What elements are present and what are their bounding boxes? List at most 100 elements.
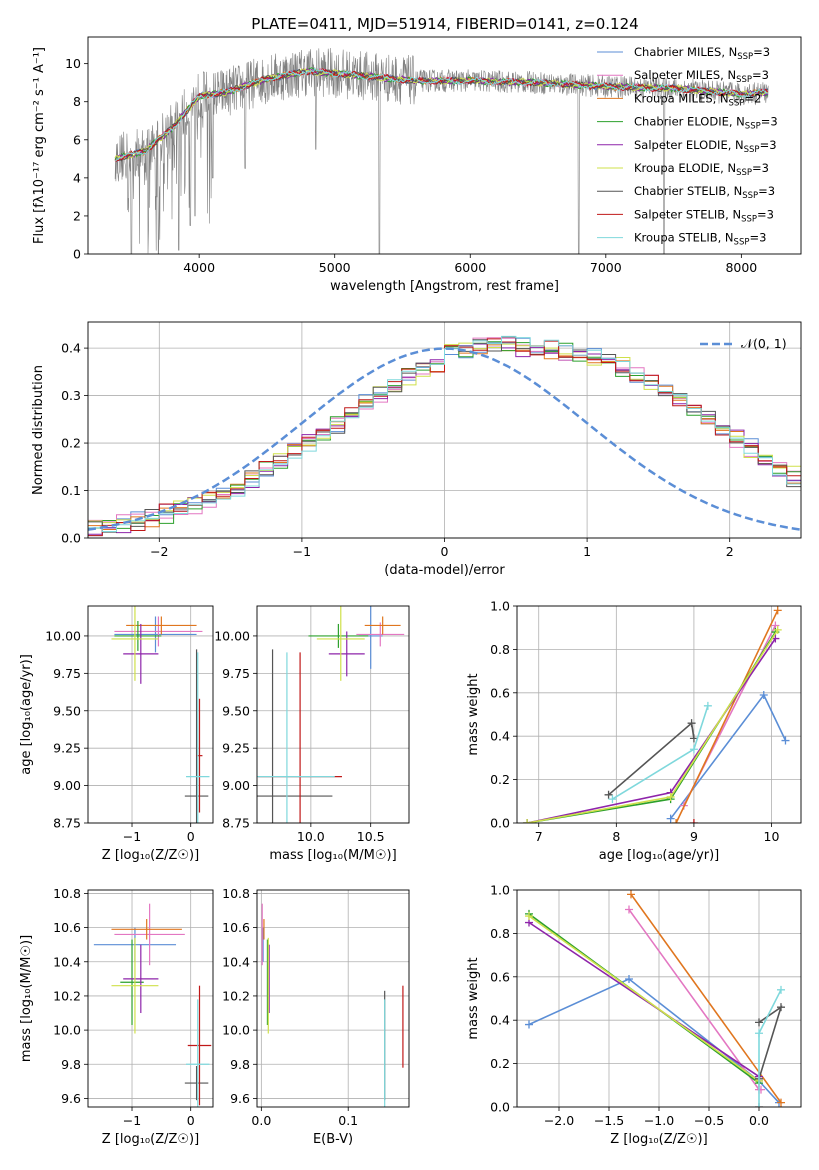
error-bar-point [257,652,335,823]
y-tick-label: 10.2 [53,988,81,1003]
mass_vs_ebv-panel: 0.0 0.1 9.6 9.8 10.0 10.2 10.4 10.6 10.8 E(B-V) [222,886,410,1147]
mass_vs_ebv-plot-area [261,903,404,1107]
y-tick-label: 0.2 [61,436,81,451]
plus-marker [777,1098,785,1107]
y-tick-label: 10.4 [222,954,250,969]
plus-marker [755,1103,763,1107]
y-tick-label: 10.0 [222,1023,250,1038]
spectrum-panel: 4000 5000 6000 7000 8000 0 2 4 6 8 10 wavelength [A… [32,36,802,294]
y-axis-label: mass weight [466,673,481,755]
y-tick-label: 0.0 [490,1100,510,1115]
gaussian-curve [88,347,801,531]
plus-marker [666,814,675,823]
y-tick-label: 0.4 [61,341,81,356]
error-bar-point [114,903,185,966]
plus-marker [689,745,698,754]
weight_vs_age-panel: 7 8 9 10 0.0 0.2 0.4 0.6 0.8 1.0 age [log₁₀(age/yr… [466,599,802,863]
error-bar-point [123,944,159,1014]
y-tick-label: 0 [73,247,81,262]
age_vs_Z-plot-area [111,606,210,823]
legend-entry: Salpeter STELIB, NSSP=3 [634,207,774,224]
x-tick-label: −1.5 [594,1113,624,1128]
y-tick-label: 1.0 [490,599,510,614]
plus-marker [755,1029,763,1038]
y-tick-label: 9.00 [53,778,81,793]
x-axis-label: mass [log₁₀(M/M☉)] [269,848,396,863]
y-tick-label: 10.4 [53,954,81,969]
x-tick-label: 0 [441,544,449,559]
mass-weight-series [608,721,695,796]
residuals-panel: −2 −1 0 1 2 0.0 0.1 0.2 0.3 0.4 (data-model)/error… [31,321,802,578]
legend-entry: Chabrier STELIB, NSSP=3 [634,184,775,201]
error-bar-point [120,939,144,1025]
y-tick-label: 0.1 [61,483,81,498]
error-bar-point [257,649,333,823]
age_vs_Z-panel: −1 0 8.75 9.00 9.25 9.50 9.75 10.00 Z [log₁₀(Z/Z… [19,605,214,863]
mass-weight-series [526,631,777,823]
x-tick-label: 0.0 [749,1113,769,1128]
y-tick-label: 9.75 [222,666,250,681]
figure-title: PLATE=0411, MJD=51914, FIBERID=0141, z=0… [251,15,638,33]
plus-marker [773,625,782,634]
y-tick-label: 10.2 [222,988,250,1003]
plus-marker [755,1018,763,1027]
mass-weight-series [528,978,780,1104]
y-tick-label: 9.8 [230,1057,250,1072]
y-tick-label: 10.8 [222,886,250,901]
y-tick-label: 0.6 [490,685,510,700]
y-tick-label: 8.75 [53,816,81,831]
weight_vs_Z-plot-area [525,890,785,1107]
spectrum-plot-area [114,47,769,254]
error-bar-point [111,919,182,940]
x-tick-label: 7000 [590,260,622,275]
y-axis-label: mass [log₁₀(M/M☉)] [19,935,34,1062]
residuals-plot-area [88,335,801,537]
y-tick-label: 1.0 [490,883,510,898]
x-tick-label: −1.0 [644,1113,674,1128]
y-tick-label: 6 [73,132,81,147]
error-bar-point [111,937,159,1034]
error-bar-point [184,649,209,823]
age_vs_Z-frame [87,605,214,824]
x-tick-label: 10.5 [357,829,385,844]
mass-weight-series [630,893,782,1104]
weight_vs_age-plot-area [523,606,790,823]
plus-marker [773,606,782,615]
error-bar-point [114,616,203,647]
spectrum-legend: Chabrier MILES, NSSP=3 Salpeter MILES, NS… [597,45,778,248]
x-tick-label: 10 [764,829,780,844]
legend-entry: Kroupa ELODIE, NSSP=3 [634,161,769,178]
legend-entry: Chabrier MILES, NSSP=3 [634,45,770,62]
y-tick-label: 2 [73,208,81,223]
error-bar-point [187,985,212,1106]
legend-entry: Chabrier ELODIE, NSSP=3 [634,115,778,132]
x-axis-label: age [log₁₀(age/yr)] [599,848,720,863]
y-tick-label: 0.6 [490,969,510,984]
y-tick-label: 0.0 [490,816,510,831]
y-tick-label: 0.4 [490,1013,510,1028]
y-tick-label: 9.8 [61,1057,81,1072]
y-tick-label: 9.25 [222,741,250,756]
weight_vs_Z-frame [516,889,802,1108]
y-tick-label: 9.6 [230,1091,250,1106]
mass_vs_Z-frame [87,889,214,1108]
error-bar-point [186,999,210,1107]
x-tick-label: 0 [187,829,195,844]
plus-marker [777,1003,785,1012]
legend-entry: Salpeter MILES, NSSP=3 [634,68,769,85]
y-tick-label: 4 [73,170,81,185]
x-tick-label: 10.0 [297,829,325,844]
error-bar-point [114,620,162,651]
error-bar-point [316,606,365,681]
y-tick-label: 9.50 [53,703,81,718]
legend-entry: 𝒩(0, 1) [741,336,787,351]
plus-marker [759,690,768,699]
plus-marker [687,719,696,728]
error-bar-point [328,631,365,677]
x-tick-label: −1 [123,829,141,844]
x-tick-label: −0.5 [694,1113,724,1128]
residual-histogram [88,335,801,532]
plus-marker [525,912,533,921]
y-axis-label: mass weight [466,957,481,1039]
mass-weight-series [758,1005,783,1080]
